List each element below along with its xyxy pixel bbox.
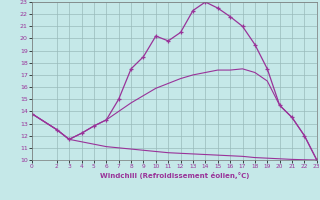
X-axis label: Windchill (Refroidissement éolien,°C): Windchill (Refroidissement éolien,°C): [100, 172, 249, 179]
